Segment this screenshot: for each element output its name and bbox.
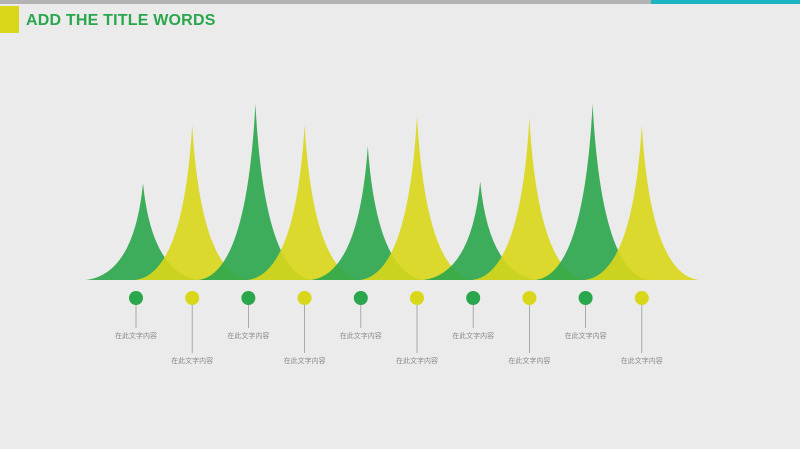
marker-label-2: 在此文字内容 bbox=[171, 356, 213, 365]
spike-3 bbox=[198, 104, 313, 280]
title-accent-block bbox=[0, 6, 19, 33]
top-bar bbox=[0, 0, 800, 4]
marker-label-5: 在此文字内容 bbox=[340, 331, 382, 340]
spike-10 bbox=[584, 125, 699, 281]
marker-label-6: 在此文字内容 bbox=[396, 356, 438, 365]
marker-label-9: 在此文字内容 bbox=[565, 331, 607, 340]
marker-dot-2 bbox=[185, 291, 200, 305]
top-bar-teal bbox=[651, 0, 800, 4]
spikes bbox=[86, 104, 699, 281]
marker-label-1: 在此文字内容 bbox=[115, 331, 157, 340]
spike-8 bbox=[472, 118, 587, 280]
marker-dot-10 bbox=[634, 291, 649, 305]
marker-dot-8 bbox=[522, 291, 537, 305]
marker-dot-5 bbox=[353, 291, 368, 305]
spike-4 bbox=[247, 125, 362, 281]
marker-label-7: 在此文字内容 bbox=[452, 331, 494, 340]
marker-dot-7 bbox=[466, 291, 481, 305]
spike-7 bbox=[423, 181, 538, 280]
spike-6 bbox=[360, 116, 474, 280]
top-bar-gray bbox=[0, 0, 651, 4]
marker-label-10: 在此文字内容 bbox=[621, 356, 663, 365]
marker-label-3: 在此文字内容 bbox=[227, 331, 269, 340]
marker-label-8: 在此文字内容 bbox=[508, 356, 550, 365]
spike-1 bbox=[86, 183, 200, 280]
page-title: ADD THE TITLE WORDS bbox=[26, 12, 216, 29]
marker-dot-4 bbox=[297, 291, 312, 305]
marker-dot-1 bbox=[129, 291, 143, 305]
marker-dot-6 bbox=[410, 291, 424, 305]
spike-5 bbox=[310, 146, 425, 280]
spike-9 bbox=[535, 104, 650, 280]
marker-dot-3 bbox=[241, 291, 256, 305]
marker-dot-9 bbox=[578, 291, 593, 305]
marker-label-4: 在此文字内容 bbox=[284, 356, 326, 365]
markers: 在此文字内容在此文字内容在此文字内容在此文字内容在此文字内容在此文字内容在此文字… bbox=[115, 291, 663, 365]
spike-2 bbox=[135, 125, 250, 281]
